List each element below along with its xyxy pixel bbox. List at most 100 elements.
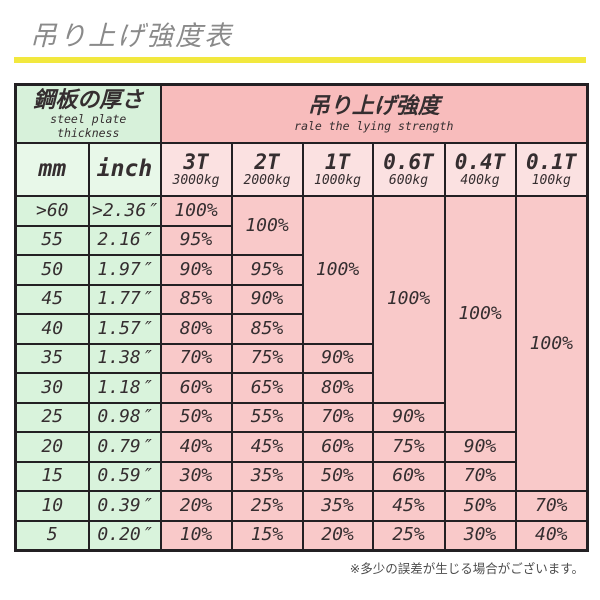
strength-header-cell: 吊り上げ強度 rale the lying strength [159,83,589,144]
table-row: 35 1.38″ 70% 75% 90% [14,342,588,374]
mm-value-cell: >60 [14,195,90,227]
thickness-header-cell: 鋼板の厚さ steel plate thickness [14,83,162,144]
table-row: >60 >2.36″ 100% 100% 100% 100% 100% 100% [14,195,589,492]
strength-0-1t-cell: 100% [514,195,589,492]
title-underline-bar [14,57,586,63]
strength-header-subtitle: rale the lying strength [294,118,454,133]
mm-value-cell: 35 [14,342,90,374]
column-header-1t: 1T 1000kg [301,142,374,197]
strength-1t-cell: 60% [301,431,374,463]
strength-2t-cell: 55% [230,401,304,433]
column-header-0-1t: 0.1T 100kg [514,142,589,197]
mm-value-cell: 20 [14,431,90,463]
strength-3t-cell: 30% [159,460,233,492]
inch-value-cell: 2.16″ [87,224,162,256]
inch-value-cell: 1.57″ [87,313,162,345]
strength-1t-cell: 90% [301,342,374,374]
strength-3t-cell: 100% [159,195,233,227]
column-header-0-4t: 0.4T 400kg [443,142,517,197]
strength-0-6t-cell: 60% [371,460,446,492]
mm-value-cell: 55 [14,224,90,256]
strength-2t-cell: 100% [230,195,304,256]
strength-0-4t-cell: 50% [443,490,517,522]
inch-value-cell: 0.39″ [87,490,162,522]
page-title: 吊り上げ強度表 [30,21,233,51]
strength-2t-cell: 95% [230,254,304,286]
strength-3t-cell: 70% [159,342,233,374]
table-row: 10 0.39″ 20% 25% 35% 45% 50% 70% [14,490,589,522]
mm-value-cell: 15 [14,460,90,492]
error-disclaimer-note: ※多少の誤差が生じる場合がございます。 [349,561,584,576]
strength-1t-cell: 80% [301,372,374,404]
strength-3t-cell: 95% [159,224,233,256]
table-row: 55 2.16″ 95% [14,224,588,256]
strength-2t-cell: 85% [230,313,304,345]
strength-2t-cell: 25% [230,490,304,522]
inch-value-cell: 0.59″ [87,460,162,492]
inch-value-cell: 1.97″ [87,254,162,286]
thickness-header-subtitle: steel plate thickness [50,111,127,140]
strength-2t-cell: 15% [230,519,304,552]
inch-value-cell: 1.18″ [87,372,162,404]
strength-0-1t-cell: 70% [514,490,589,522]
table-row: mm inch 3T 3000kg 2T 2000kg 1T 1000kg 0.… [14,142,589,197]
strength-3t-cell: 50% [159,401,233,433]
strength-0-6t-cell: 75% [371,431,446,463]
strength-0-6t-cell: 25% [371,519,446,552]
inch-value-cell: >2.36″ [87,195,162,227]
strength-1t-cell: 100% [301,195,374,345]
strength-2t-cell: 35% [230,460,304,492]
strength-3t-cell: 90% [159,254,233,286]
table-row: 鋼板の厚さ steel plate thickness 吊り上げ強度 rale … [14,83,589,144]
mm-value-cell: 30 [14,372,90,404]
inch-value-cell: 1.38″ [87,342,162,374]
mm-value-cell: 25 [14,401,90,433]
column-header-mm: mm [14,142,90,197]
strength-0-6t-cell: 90% [371,401,446,433]
mm-value-cell: 45 [14,283,90,315]
strength-2t-cell: 65% [230,372,304,404]
thickness-header-title: 鋼板の厚さ [33,87,144,113]
table-row: 20 0.79″ 40% 45% 60% 75% 90% [14,431,588,463]
inch-value-cell: 0.98″ [87,401,162,433]
table-row: 5 0.20″ 10% 15% 20% 25% 30% 40% [14,519,589,552]
inch-value-cell: 0.79″ [87,431,162,463]
strength-3t-cell: 85% [159,283,233,315]
strength-0-6t-cell: 100% [371,195,446,404]
table-row: 15 0.59″ 30% 35% 50% 60% 70% [14,460,588,492]
strength-0-4t-cell: 30% [443,519,517,552]
mm-value-cell: 10 [14,490,90,522]
page: 吊り上げ強度表 鋼板の厚さ steel plate thickness 吊り上げ… [14,21,590,576]
table-row: 50 1.97″ 90% 95% [14,254,588,286]
strength-1t-cell: 50% [301,460,374,492]
table-row: 30 1.18″ 60% 65% 80% [14,372,588,404]
table-row: 25 0.98″ 50% 55% 70% 90% [14,401,588,433]
inch-value-cell: 0.20″ [87,519,162,552]
strength-2t-cell: 75% [230,342,304,374]
column-header-2t: 2T 2000kg [230,142,304,197]
strength-0-1t-cell: 40% [514,519,589,552]
table-row: 45 1.77″ 85% 90% [14,283,588,315]
strength-1t-cell: 70% [301,401,374,433]
mm-value-cell: 40 [14,313,90,345]
strength-0-4t-cell: 70% [443,460,517,492]
strength-0-6t-cell: 45% [371,490,446,522]
column-header-inch: inch [87,142,162,197]
strength-3t-cell: 10% [159,519,233,552]
strength-3t-cell: 80% [159,313,233,345]
strength-2t-cell: 45% [230,431,304,463]
column-header-0-6t: 0.6T 600kg [371,142,446,197]
strength-2t-cell: 90% [230,283,304,315]
mm-value-cell: 5 [14,519,90,552]
strength-header-title: 吊り上げ強度 [307,94,440,120]
strength-0-4t-cell: 100% [443,195,517,433]
strength-0-4t-cell: 90% [443,431,517,463]
lifting-strength-table: 鋼板の厚さ steel plate thickness 吊り上げ強度 rale … [14,83,590,552]
column-header-3t: 3T 3000kg [159,142,233,197]
mm-value-cell: 50 [14,254,90,286]
strength-3t-cell: 20% [159,490,233,522]
inch-value-cell: 1.77″ [87,283,162,315]
strength-3t-cell: 40% [159,431,233,463]
strength-1t-cell: 35% [301,490,374,522]
table-row: 40 1.57″ 80% 85% [14,313,588,345]
